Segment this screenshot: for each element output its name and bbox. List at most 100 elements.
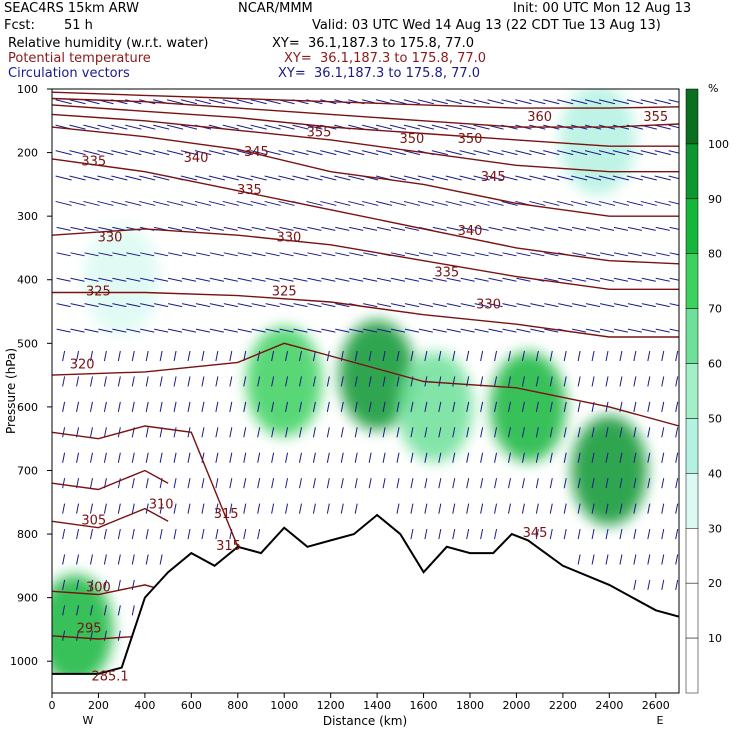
vector-arrow bbox=[117, 376, 121, 387]
vector-arrow bbox=[558, 303, 573, 308]
vector-arrow bbox=[131, 554, 135, 565]
vector-arrow bbox=[298, 503, 302, 514]
vector-arrow bbox=[76, 630, 80, 641]
vector-arrow bbox=[599, 277, 615, 282]
vector-arrow bbox=[535, 503, 539, 514]
vector-arrow bbox=[382, 350, 386, 362]
colorbar: 10 20 30 40 50 60 70 80 90 100 bbox=[685, 88, 729, 694]
vector-arrow bbox=[209, 226, 224, 231]
vector-arrow bbox=[154, 303, 169, 308]
vector-arrow bbox=[647, 401, 651, 412]
vector-arrow bbox=[389, 124, 407, 130]
vector-arrow bbox=[480, 427, 484, 438]
vector-arrow bbox=[145, 350, 149, 362]
forecast-hour: 51 h bbox=[64, 18, 93, 33]
vector-arrow bbox=[167, 277, 183, 282]
vector-arrow bbox=[549, 427, 553, 438]
vector-arrow bbox=[418, 328, 433, 333]
contour-label: 305 bbox=[81, 514, 106, 529]
vector-arrow bbox=[279, 226, 294, 231]
plot-frame bbox=[51, 88, 680, 694]
vector-arrow bbox=[591, 554, 595, 565]
contour-label: 355 bbox=[643, 110, 668, 125]
circulation-vectors bbox=[55, 99, 679, 641]
vector-arrow bbox=[62, 579, 66, 591]
vector-arrow bbox=[585, 328, 601, 333]
vector-arrow bbox=[307, 226, 322, 231]
vector-arrow bbox=[459, 150, 476, 156]
vector-arrow bbox=[375, 200, 393, 206]
vector-arrow bbox=[285, 478, 289, 489]
vector-arrow bbox=[390, 277, 406, 282]
vector-arrow bbox=[633, 579, 637, 591]
vector-arrow bbox=[382, 376, 386, 387]
contour-label: 340 bbox=[184, 151, 209, 166]
vector-arrow bbox=[572, 328, 587, 333]
vector-arrow bbox=[229, 427, 233, 438]
vector-arrow bbox=[626, 200, 643, 206]
vector-arrow bbox=[285, 452, 289, 463]
vector-arrow bbox=[535, 401, 539, 412]
vector-arrow bbox=[264, 175, 281, 181]
theta-contour-360 bbox=[52, 91, 679, 109]
vector-arrow bbox=[265, 277, 280, 282]
contour-label: 350 bbox=[400, 132, 425, 147]
contour-label: 360 bbox=[527, 110, 552, 125]
x-tick-label: 2000 bbox=[502, 699, 530, 712]
vector-arrow bbox=[265, 252, 280, 257]
vector-arrow bbox=[131, 503, 135, 514]
vector-arrow bbox=[396, 427, 400, 438]
vector-arrow bbox=[612, 150, 630, 156]
vector-arrow bbox=[111, 150, 128, 156]
vector-arrow bbox=[70, 226, 85, 231]
vector-arrow bbox=[243, 427, 247, 438]
vector-arrow bbox=[131, 452, 135, 463]
vector-arrow bbox=[375, 150, 393, 156]
y-tick-label: 600 bbox=[17, 401, 38, 414]
vector-arrow bbox=[521, 350, 525, 362]
vector-arrow bbox=[424, 452, 428, 463]
vector-arrow bbox=[641, 277, 656, 282]
vector-arrow bbox=[56, 226, 71, 231]
vector-arrow bbox=[257, 350, 261, 362]
vector-arrow bbox=[612, 175, 630, 181]
colorbar-segment bbox=[685, 637, 699, 694]
vector-arrow bbox=[661, 554, 665, 565]
vector-arrow bbox=[222, 200, 239, 206]
vector-arrow bbox=[613, 252, 629, 257]
vector-arrow bbox=[494, 503, 498, 514]
vector-arrow bbox=[584, 99, 602, 105]
vector-arrow bbox=[222, 99, 239, 105]
contour-label: 330 bbox=[98, 231, 123, 246]
vector-arrow bbox=[404, 226, 420, 231]
x-tick-label: 2600 bbox=[642, 699, 670, 712]
vector-arrow bbox=[572, 226, 587, 231]
vector-arrow bbox=[89, 503, 93, 514]
vector-arrow bbox=[201, 350, 205, 362]
vector-arrow bbox=[145, 452, 149, 463]
vector-arrow bbox=[181, 226, 197, 231]
vector-arrow bbox=[298, 376, 302, 387]
vector-arrow bbox=[675, 478, 679, 489]
vector-arrow bbox=[627, 226, 642, 231]
vector-arrow bbox=[563, 350, 567, 362]
vector-arrow bbox=[70, 252, 85, 257]
vector-arrow bbox=[460, 226, 475, 231]
vector-arrow bbox=[321, 303, 336, 308]
vector-arrow bbox=[502, 226, 517, 231]
vector-arrow bbox=[488, 303, 503, 308]
vector-arrow bbox=[424, 503, 428, 514]
colorbar-label: 20 bbox=[708, 577, 722, 590]
vector-arrow bbox=[438, 376, 442, 387]
vector-arrow bbox=[98, 303, 113, 308]
vector-arrow bbox=[103, 452, 107, 463]
vector-arrow bbox=[626, 99, 643, 105]
vector-arrow bbox=[62, 554, 66, 565]
vector-arrow bbox=[153, 200, 170, 206]
vector-arrow bbox=[675, 554, 679, 565]
vector-arrow bbox=[633, 503, 637, 514]
vector-arrow bbox=[140, 252, 155, 257]
vector-arrow bbox=[103, 605, 107, 616]
contour-label: 340 bbox=[458, 224, 483, 239]
vector-arrow bbox=[438, 427, 442, 438]
